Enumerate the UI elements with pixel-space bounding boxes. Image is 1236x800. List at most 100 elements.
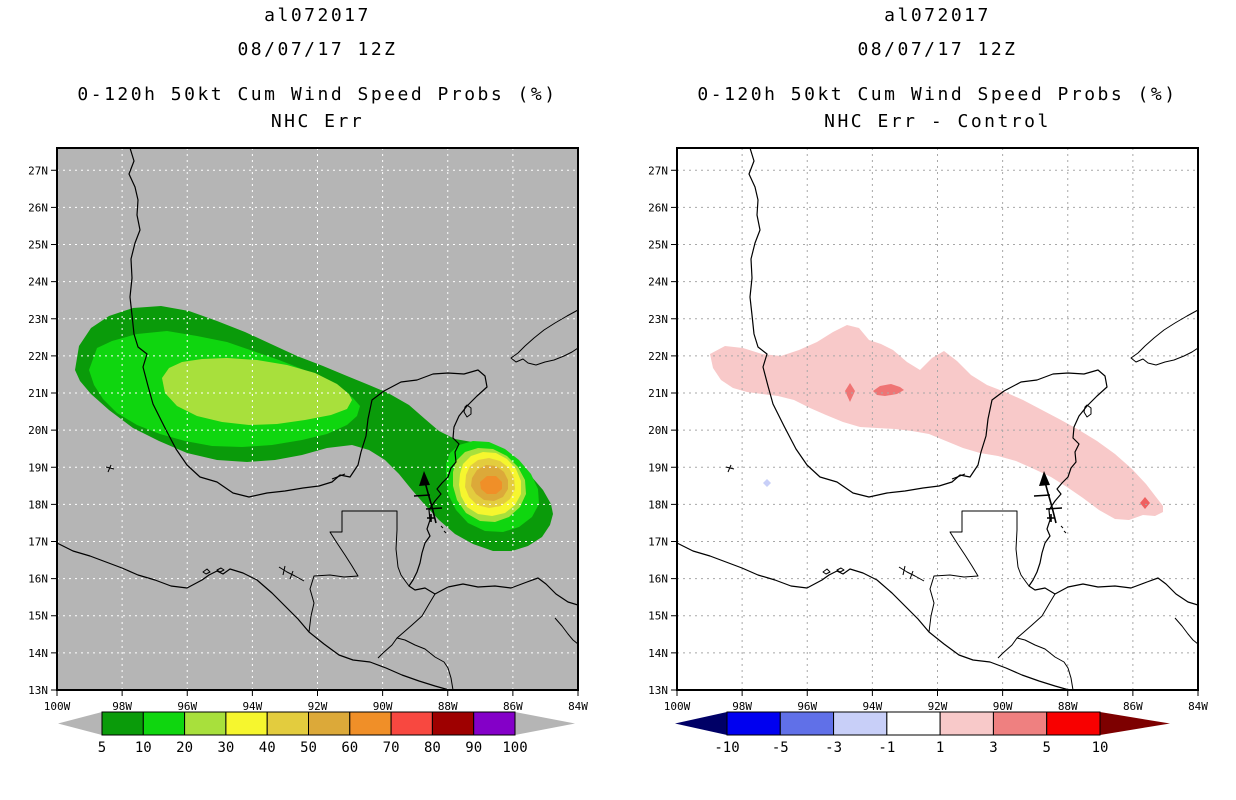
colorbar: -10 -5 -3 -1 1 3 5 10 [675, 711, 1170, 756]
lat-tick-label: 14N [648, 647, 668, 660]
colorbar-tick-label: -1 [878, 740, 895, 756]
colorbar-segment [142, 711, 186, 736]
lat-tick-label: 22N [28, 350, 48, 363]
lat-tick-label: 26N [28, 201, 48, 214]
colorbar-tick-label: 10 [135, 740, 152, 756]
colorbar-segment [390, 711, 433, 736]
coastlines [57, 148, 578, 690]
contour-diff-plus1to3 [710, 325, 1163, 520]
colorbar-segment [225, 711, 268, 736]
colorbar-tick-label: 80 [424, 740, 441, 756]
country-border [1174, 617, 1198, 645]
lat-tick-label: 25N [648, 239, 668, 252]
country-border [554, 617, 578, 645]
colorbar-right-arrow-icon [515, 712, 575, 735]
island-outline [951, 473, 966, 480]
storm-track-marker [413, 471, 443, 524]
left-storm-id: al072017 [264, 5, 371, 26]
lon-tick-label: 98W [112, 700, 132, 713]
lat-tick-label: 13N [648, 684, 668, 697]
right-experiment-label: NHC Err - Control [824, 111, 1051, 132]
graticule [57, 148, 578, 690]
country-border [1016, 593, 1074, 690]
colorbar-tick-label: -10 [714, 740, 739, 756]
lat-tick-label: 15N [648, 610, 668, 623]
coastline-path [57, 542, 450, 690]
lon-tick-label: 86W [1123, 700, 1143, 713]
lon-tick-label: 94W [862, 700, 882, 713]
lat-tick-label: 16N [28, 573, 48, 586]
colorbar-segment [992, 711, 1048, 736]
lat-tick-label: 25N [28, 239, 48, 252]
track-arrowhead-icon [419, 471, 430, 486]
lat-tick-label: 27N [28, 164, 48, 177]
colorbar-tick-label: 60 [341, 740, 358, 756]
coastlines [677, 148, 1198, 690]
lat-tick-label: 19N [28, 461, 48, 474]
colorbar-tick-label: 3 [989, 740, 997, 756]
colorbar-segment [1046, 711, 1101, 736]
lon-tick-label: 84W [1188, 700, 1208, 713]
contour-diff-minus1to3-spot [763, 479, 771, 487]
coastline-path [677, 542, 1070, 690]
island-outline [278, 565, 305, 582]
colorbar-tick-label: 90 [465, 740, 482, 756]
colorbar: 5 10 20 30 40 50 60 70 80 90 100 [58, 711, 575, 756]
colorbar-segment [266, 711, 309, 736]
colorbar-tick-label: -5 [772, 740, 789, 756]
lon-tick-label: 86W [503, 700, 523, 713]
right-difference-map: 27N 26N 25N 24N 23N 22N 21N 20N 19N 18N 17N 16N 15N 1… [648, 147, 1208, 756]
lon-tick-label: 98W [732, 700, 752, 713]
lat-tick-label: 16N [648, 573, 668, 586]
lat-tick-label: 21N [28, 387, 48, 400]
colorbar-segment [886, 711, 941, 736]
left-probability-map: 27N 26N 25N 24N 23N 22N 21N 20N 19N 18N 17N 16N 15N 1… [28, 147, 588, 756]
colorbar-right-arrow-icon [1100, 712, 1170, 735]
left-subtitle: 0-120h 50kt Cum Wind Speed Probs (%) [77, 84, 558, 105]
lon-tick-label: 84W [568, 700, 588, 713]
lat-tick-label: 15N [28, 610, 48, 623]
island-outline [440, 525, 447, 534]
lat-tick-label: 24N [648, 276, 668, 289]
contour-diff-plus3-spot-c [1140, 497, 1150, 509]
left-panel-titles: al072017 08/07/17 12Z 0-120h 50kt Cum Wi… [57, 6, 578, 132]
contour-fills [75, 306, 553, 551]
lat-tick-label: 20N [648, 424, 668, 437]
country-border [377, 637, 398, 659]
colorbar-segment [779, 711, 835, 736]
lon-tick-label: 90W [373, 700, 393, 713]
colorbar-segment [101, 711, 144, 736]
colorbar-segment [473, 711, 516, 736]
island-outline [1130, 309, 1198, 366]
island-outline [202, 567, 225, 575]
colorbar-tick-label: 1 [936, 740, 944, 756]
island-outline [105, 464, 115, 473]
colorbar-segment [349, 711, 392, 736]
colorbar-tick-label: -3 [825, 740, 842, 756]
colorbar-segment [726, 711, 781, 736]
colorbar-tick-label: 5 [1042, 740, 1050, 756]
island-outline [898, 565, 925, 582]
axis-labels: 27N 26N 25N 24N 23N 22N 21N 20N 19N 18N 17N 16N 15N 1… [648, 164, 1208, 713]
left-init-time: 08/07/17 12Z [237, 39, 398, 60]
contour-prob-20pct-west [162, 358, 352, 425]
colorbar-tick-label: 40 [259, 740, 276, 756]
colorbar-segment [833, 711, 888, 736]
left-experiment-label: NHC Err [270, 111, 365, 132]
lon-tick-label: 88W [438, 700, 458, 713]
lat-tick-label: 23N [28, 313, 48, 326]
colorbar-segment [308, 711, 351, 736]
lon-tick-label: 96W [797, 700, 817, 713]
lon-tick-label: 96W [177, 700, 197, 713]
island-outline [725, 464, 735, 473]
lat-tick-label: 24N [28, 276, 48, 289]
colorbar-tick-label: 70 [383, 740, 400, 756]
lat-tick-label: 21N [648, 387, 668, 400]
colorbar-segment [431, 711, 475, 736]
contour-fills [710, 325, 1163, 520]
contour-diff-plus3-spot-b [873, 384, 904, 396]
lat-tick-label: 22N [648, 350, 668, 363]
island-outline [822, 567, 845, 575]
axis-ticks [671, 169, 1199, 696]
lat-tick-label: 19N [648, 461, 668, 474]
